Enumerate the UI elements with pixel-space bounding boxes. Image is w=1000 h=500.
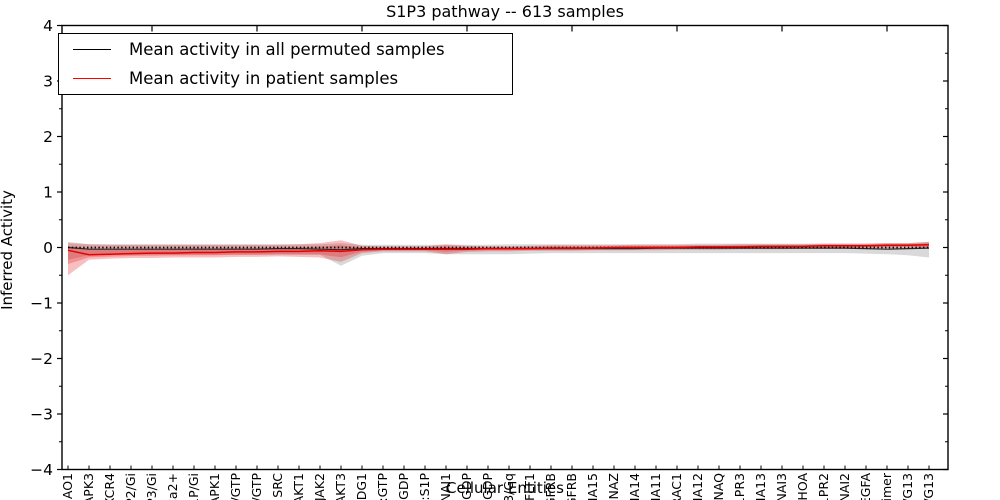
x-tick-label: RAC1 bbox=[669, 473, 684, 500]
x-tick-label: GNAO1 bbox=[60, 473, 75, 500]
x-tick-label: Rac1/GTP bbox=[249, 473, 264, 500]
x-tick-label: CXCR4 bbox=[102, 473, 117, 500]
x-tick-label: SRC bbox=[270, 473, 285, 498]
x-tick-label: mol:S1P bbox=[417, 473, 432, 500]
x-tick-label: RhoA/GDP bbox=[480, 473, 495, 500]
x-tick-label: MAPK1 bbox=[207, 473, 222, 500]
x-tick-label: G12/G13 bbox=[900, 473, 915, 500]
x-tick-label: GNA15 bbox=[585, 473, 600, 500]
x-axis-label: Cellular Entities bbox=[446, 479, 564, 497]
legend-item: Mean activity in patient samples bbox=[59, 65, 512, 93]
legend-item: Mean activity in all permuted samples bbox=[59, 35, 512, 63]
x-tick-label: GNAI2 bbox=[837, 473, 852, 500]
x-tick-label: GNA12 bbox=[690, 473, 705, 500]
x-tick-label: GNA13 bbox=[753, 473, 768, 500]
x-tick-label: mol:Ca2+ bbox=[165, 473, 180, 500]
y-tick-label: 0 bbox=[43, 239, 53, 257]
legend-line-sample bbox=[73, 48, 111, 50]
x-tick-label: RHOA bbox=[795, 473, 810, 500]
y-tick-label: −4 bbox=[30, 461, 53, 479]
x-tick-label: JAK2 bbox=[312, 473, 327, 500]
x-tick-label: RhoA/GTP bbox=[228, 473, 243, 500]
x-tick-label: AKT3 bbox=[333, 473, 348, 500]
chart-title: S1P3 pathway -- 613 samples bbox=[386, 2, 624, 21]
patient-mean-line bbox=[67, 243, 930, 256]
x-tick-label: S1P/S1P3/G12/G13 bbox=[921, 473, 936, 500]
x-tick-label: S1P/S1P3/Gi bbox=[144, 473, 159, 500]
y-tick-label: −3 bbox=[30, 406, 53, 424]
x-tick-label: FLT1 bbox=[522, 473, 537, 500]
y-axis-label: Inferred Activity bbox=[0, 190, 16, 310]
x-tick-label: mol:GTP bbox=[375, 473, 390, 500]
x-tick-label: VEGFR1 homodimer/VEGFA homodimer bbox=[879, 472, 894, 500]
x-tick-label: GNA14 bbox=[627, 473, 642, 500]
x-tick-label: GNAQ bbox=[711, 473, 726, 500]
legend-item-label: Mean activity in all permuted samples bbox=[129, 39, 445, 59]
y-tick-label: 3 bbox=[43, 73, 53, 91]
x-tick-label: PDGFRB bbox=[564, 473, 579, 500]
y-tick-label: −2 bbox=[30, 350, 53, 368]
legend: Mean activity in all permuted samples Mea… bbox=[58, 33, 513, 95]
x-tick-label: EDG1 bbox=[354, 473, 369, 500]
x-tick-label: GNAZ bbox=[606, 473, 621, 500]
x-tick-label: MAPK3 bbox=[81, 473, 96, 500]
x-tick-label: mol:GDP bbox=[396, 473, 411, 500]
x-tick-label: S1PR3 bbox=[732, 473, 747, 500]
x-tick-label: Rac1/GDP bbox=[459, 473, 474, 500]
x-tick-label: VEGFA bbox=[858, 473, 873, 500]
x-tick-label: GNA11 bbox=[648, 473, 663, 500]
x-tick-label: PDGFB-D/PDGFRB bbox=[543, 473, 558, 500]
x-tick-label: S1P1/S1P/Gi bbox=[186, 473, 201, 500]
y-tick-label: −1 bbox=[30, 295, 53, 313]
x-tick-label: S1P/S1P3/Gq bbox=[501, 473, 516, 500]
y-tick-label: 1 bbox=[43, 184, 53, 202]
x-tick-label: GNAI3 bbox=[774, 473, 789, 500]
x-tick-label: AKT1 bbox=[291, 473, 306, 500]
y-tick-label: 2 bbox=[43, 128, 53, 146]
x-tick-label: S1PR2 bbox=[816, 473, 831, 500]
x-tick-label: GNAI1 bbox=[438, 473, 453, 500]
y-tick-label: 4 bbox=[43, 17, 53, 35]
legend-line-sample bbox=[73, 78, 111, 80]
x-tick-label: S1P/S1P2/Gi bbox=[123, 473, 138, 500]
legend-item-label: Mean activity in patient samples bbox=[129, 69, 399, 89]
